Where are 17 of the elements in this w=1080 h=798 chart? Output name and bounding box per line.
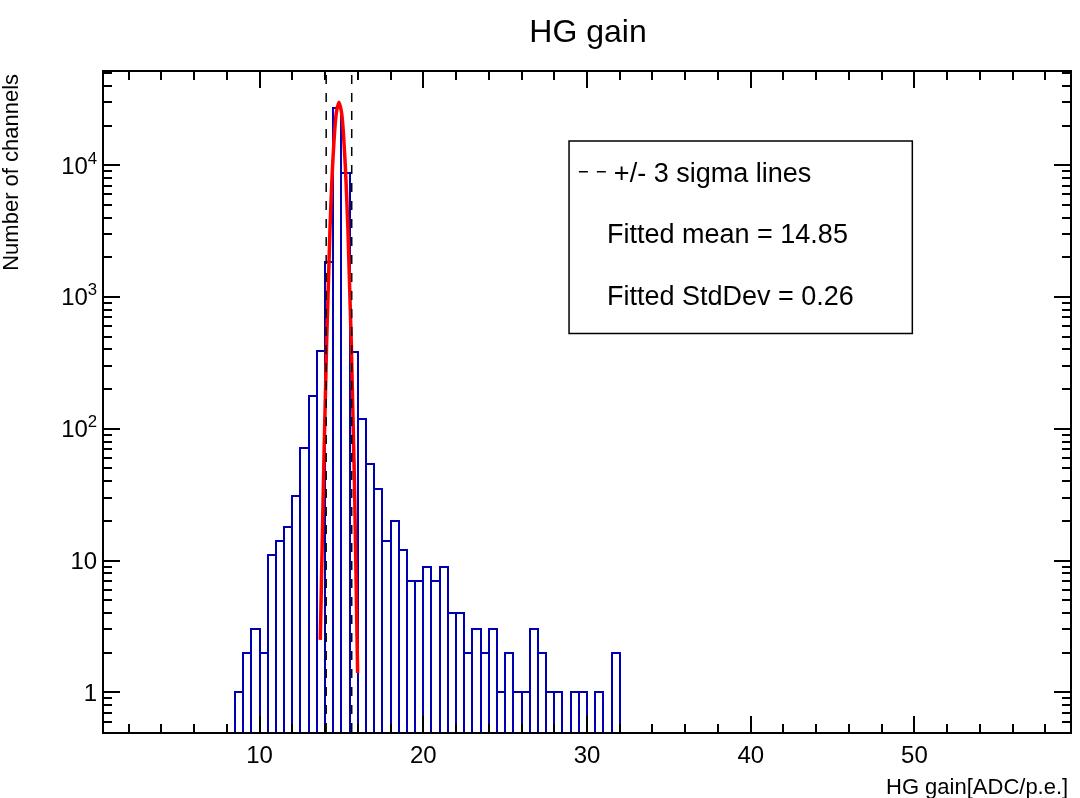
x-tick-label: 40 <box>737 740 765 768</box>
y-tick-label: 10$^{2}$ <box>61 412 98 443</box>
x-tick-label: 50 <box>901 740 928 768</box>
y-tick-label: 1 <box>83 678 98 706</box>
chart-title: HG gain <box>529 13 647 50</box>
ref-line-label: +/- 3 sigma lines <box>613 158 812 189</box>
line-series <box>318 100 360 675</box>
x-tick-label: 30 <box>573 740 601 768</box>
x-axis-title: HG gain[ADC/p.e.] <box>886 774 1069 798</box>
y-tick-label: 10 <box>70 546 98 574</box>
annotation: Fitted mean = 14.85 <box>607 219 848 249</box>
y-tick-label: 10$^{4}$ <box>61 148 98 179</box>
y-tick-label: 10$^{3}$ <box>61 280 98 311</box>
x-tick-label: 10 <box>246 740 273 768</box>
annotation: Fitted StdDev = 0.26 <box>607 281 854 311</box>
y-axis-title: Number of channels <box>0 73 23 271</box>
x-tick-label: 20 <box>409 740 437 768</box>
